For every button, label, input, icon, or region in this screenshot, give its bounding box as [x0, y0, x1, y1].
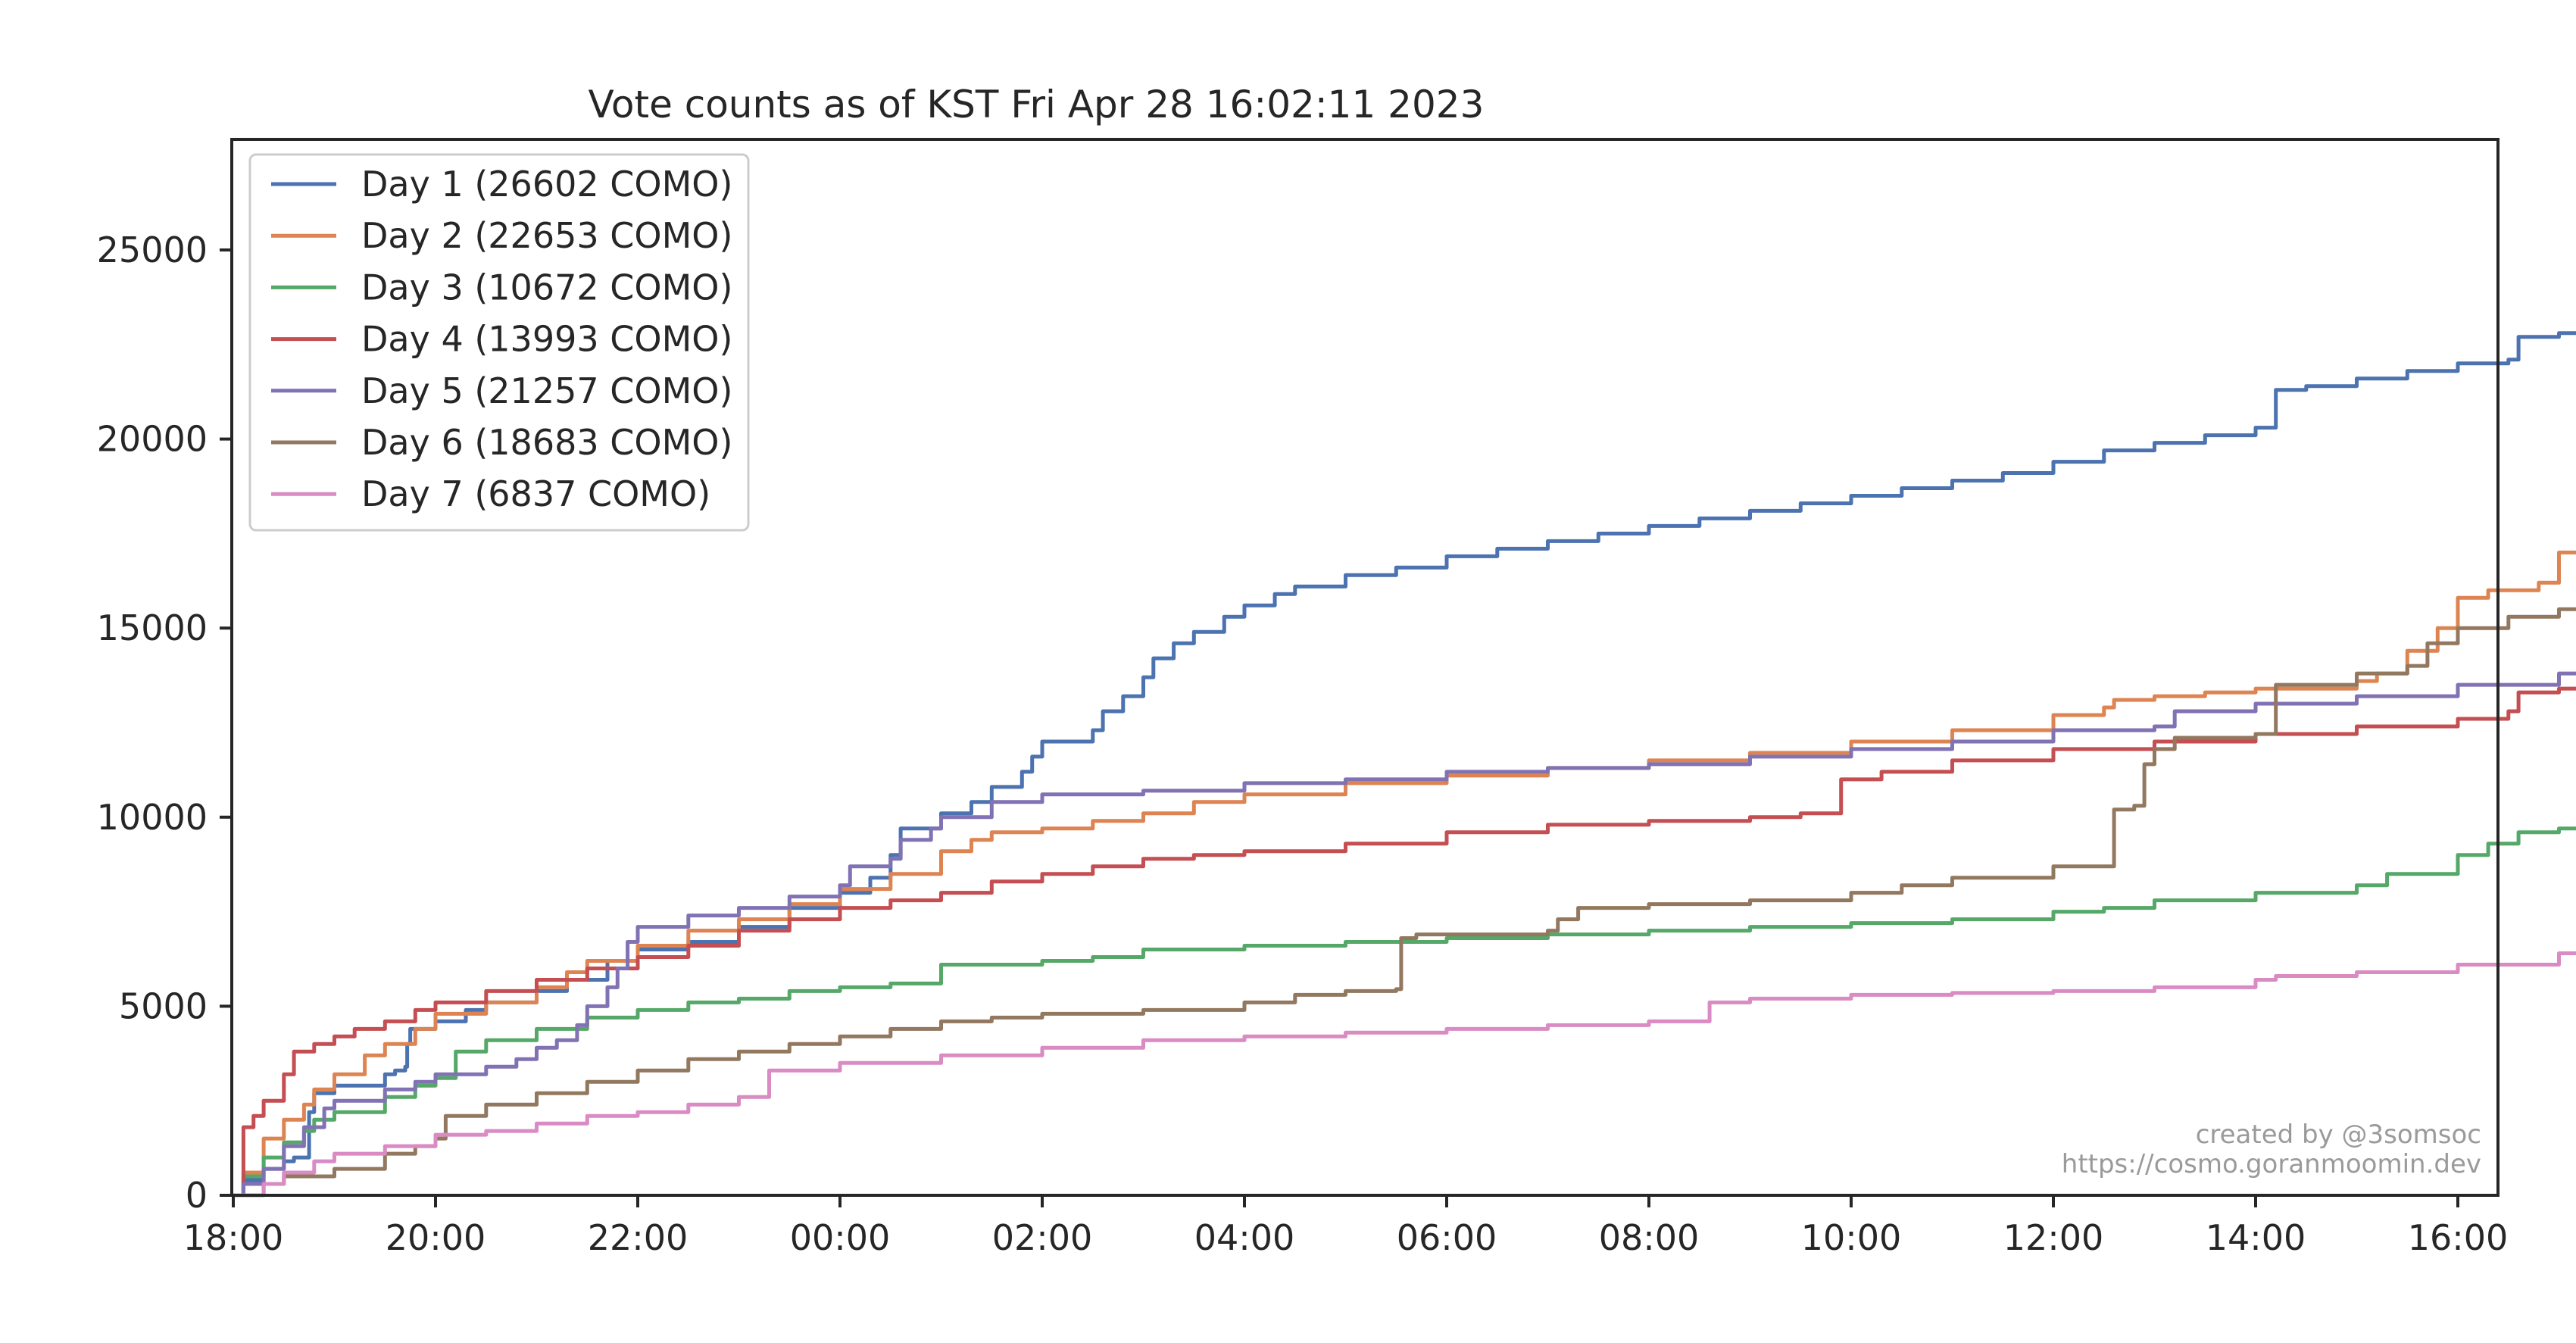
legend-label-day-7: Day 7 (6837 COMO)	[361, 473, 710, 514]
legend-label-day-1: Day 1 (26602 COMO)	[361, 164, 732, 205]
x-tick-label: 06:00	[1397, 1217, 1497, 1258]
legend-label-day-5: Day 5 (21257 COMO)	[361, 370, 732, 411]
series-line-day-4	[233, 686, 2576, 1198]
series-lines	[233, 331, 2576, 1198]
credit-line-author: created by @3somsoc	[2196, 1120, 2481, 1150]
y-tick-label: 10000	[97, 797, 208, 838]
x-tick-label: 20:00	[386, 1217, 486, 1258]
series-line-day-3	[233, 826, 2576, 1198]
legend-label-day-3: Day 3 (10672 COMO)	[361, 267, 732, 308]
y-tick-label: 25000	[97, 230, 208, 270]
y-tick-label: 0	[186, 1175, 208, 1216]
legend-label-day-2: Day 2 (22653 COMO)	[361, 215, 732, 256]
series-line-day-6	[233, 607, 2576, 1198]
y-axis: 0 5000 10000 15000 20000 25000	[97, 230, 232, 1216]
x-tick-label: 02:00	[992, 1217, 1093, 1258]
y-tick-label: 5000	[119, 985, 208, 1026]
x-tick-label: 14:00	[2206, 1217, 2306, 1258]
x-tick-label: 16:00	[2408, 1217, 2509, 1258]
x-tick-label: 10:00	[1801, 1217, 1902, 1258]
chart-title: Vote counts as of KST Fri Apr 28 16:02:1…	[589, 83, 1485, 126]
x-tick-label: 12:00	[2003, 1217, 2104, 1258]
y-tick-label: 15000	[97, 607, 208, 648]
series-line-day-7	[233, 951, 2576, 1198]
x-axis: 18:00 20:00 22:00 00:00 02:00 04:00 06:00 08:00…	[183, 1195, 2509, 1258]
x-tick-label: 04:00	[1194, 1217, 1295, 1258]
credit-line-url: https://cosmo.goranmoomin.dev	[2062, 1149, 2481, 1179]
legend-label-day-4: Day 4 (13993 COMO)	[361, 319, 732, 360]
x-tick-label: 18:00	[183, 1217, 284, 1258]
legend: Day 1 (26602 COMO) Day 2 (22653 COMO) Day …	[248, 153, 750, 532]
legend-label-day-6: Day 6 (18683 COMO)	[361, 422, 732, 463]
y-tick-label: 20000	[97, 419, 208, 460]
x-tick-label: 00:00	[790, 1217, 891, 1258]
x-tick-label: 22:00	[588, 1217, 688, 1258]
x-tick-label: 08:00	[1599, 1217, 1700, 1258]
series-line-day-5	[233, 671, 2576, 1198]
legend-box	[248, 153, 750, 532]
plot-frame	[230, 138, 2500, 1197]
